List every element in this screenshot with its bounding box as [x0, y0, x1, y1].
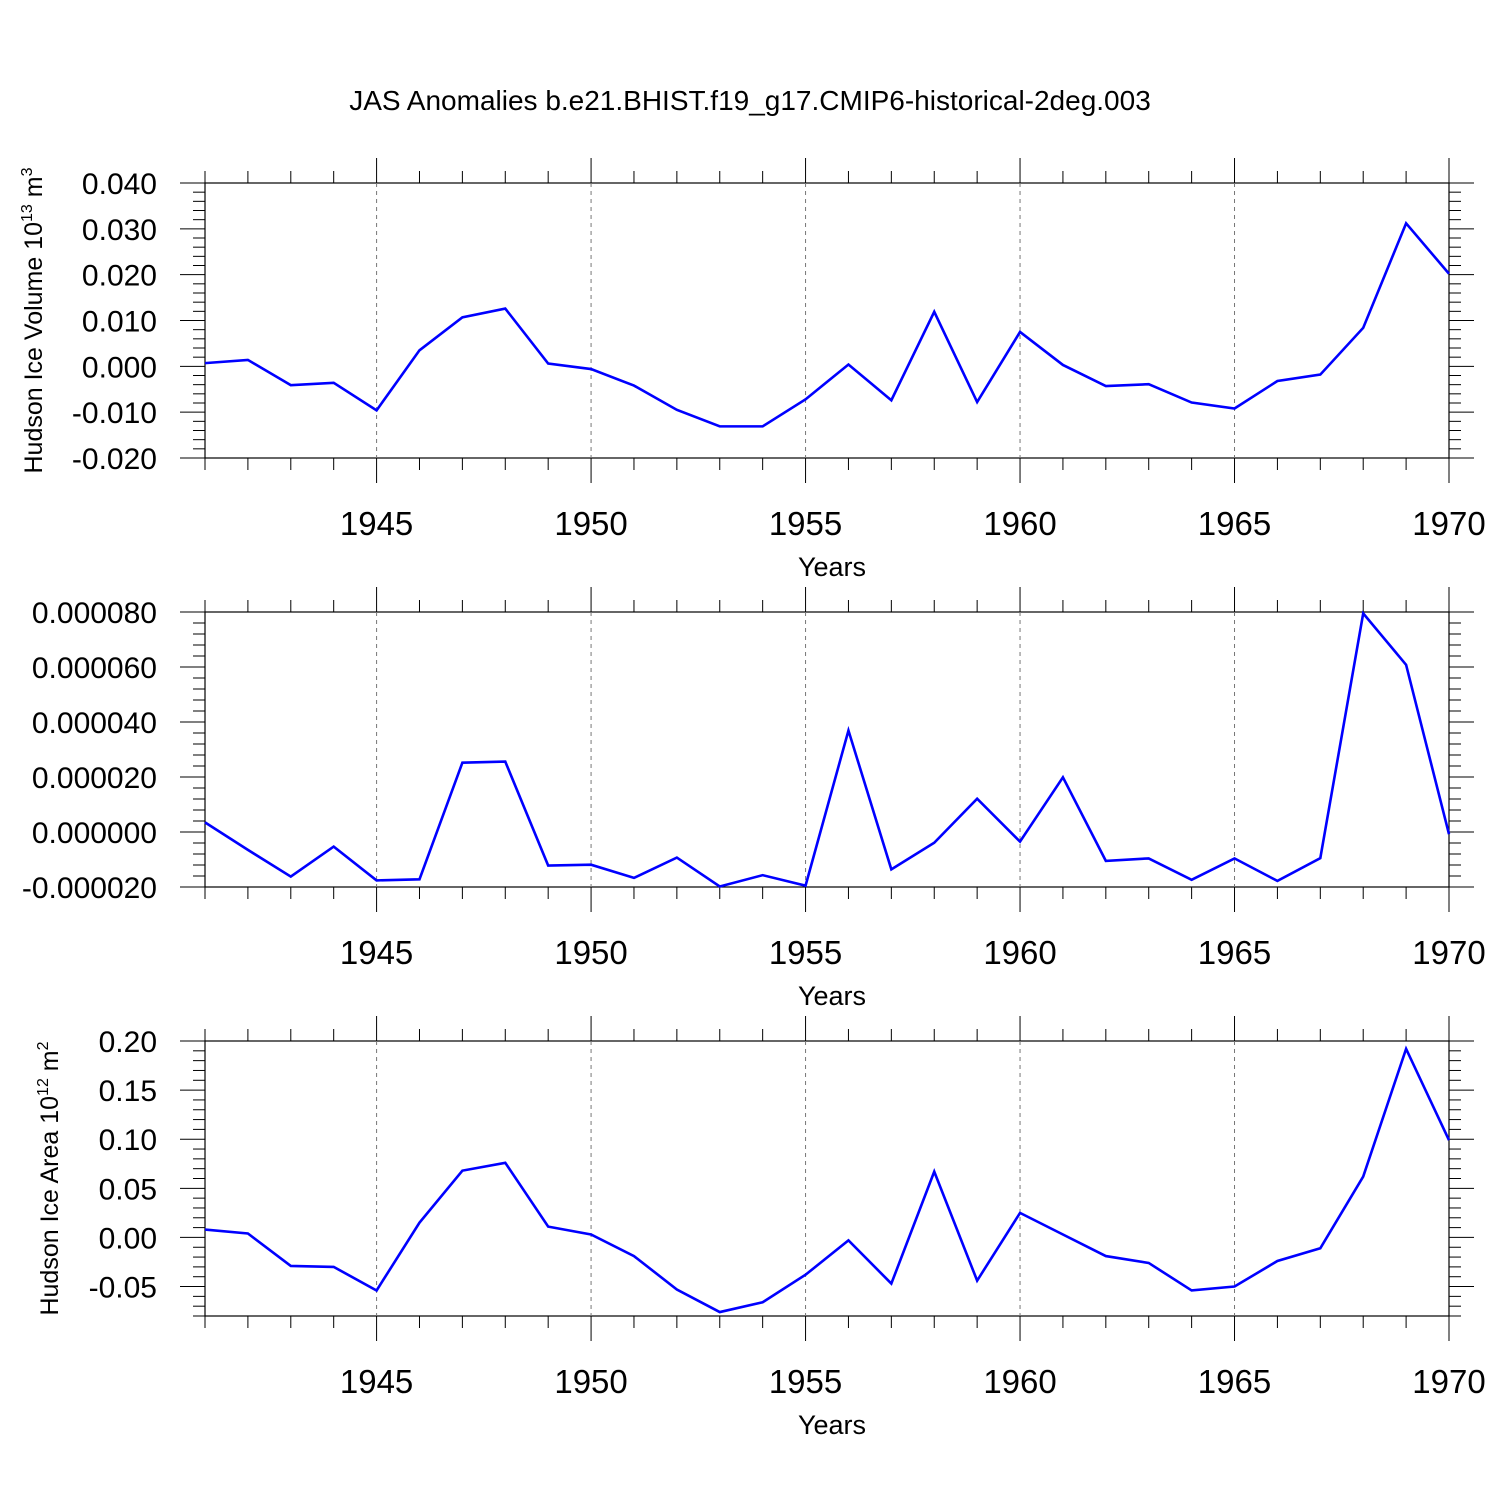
x-tick-label: 1970: [1412, 934, 1485, 971]
figure-title: JAS Anomalies b.e21.BHIST.f19_g17.CMIP6-…: [349, 85, 1151, 116]
x-tick-label: 1970: [1412, 505, 1485, 542]
y-axis-label-exponent: 12: [35, 1078, 52, 1096]
y-axis-label-text: Hudson Ice Volume 10: [20, 222, 48, 474]
y-tick-label: -0.05: [89, 1272, 157, 1305]
y-tick-label: 0.10: [99, 1124, 157, 1157]
x-tick-label: 1955: [769, 934, 842, 971]
y-axis-label-unit-exponent: 2: [35, 1041, 52, 1050]
panel-3: 1945 1950 1955 1960 1965 1970 Years 0.20 0.15 0.1…: [35, 1016, 1486, 1440]
x-tick-label: 1945: [340, 1363, 413, 1400]
x-tick-label: 1965: [1198, 1363, 1271, 1400]
y-axis-label-exponent: 13: [19, 204, 36, 222]
x-tick-label: 1955: [769, 1363, 842, 1400]
y-axis-label: Hudson Ice Area 1012 m2: [35, 1041, 64, 1315]
x-tick-label: 1965: [1198, 934, 1271, 971]
plot-frame: [204, 1040, 1450, 1317]
x-axis-label: Years: [798, 981, 866, 1011]
panel-2: 1945 1950 1955 1960 1965 1970 Years 0.000080 0.0…: [22, 587, 1486, 1011]
y-tick-label: 0.040: [82, 168, 157, 201]
x-tick-label: 1945: [340, 505, 413, 542]
x-tick-label: 1960: [983, 505, 1056, 542]
y-tick-label: 0.20: [99, 1026, 157, 1059]
y-tick-label: 0.000: [82, 351, 157, 384]
x-axis-label: Years: [798, 552, 866, 582]
y-tick-label: 0.00: [99, 1222, 157, 1255]
y-axis-label: Hudson Ice Volume 1013 m3: [19, 167, 48, 473]
y-tick-label: 0.030: [82, 214, 157, 247]
x-tick-label: 1945: [340, 934, 413, 971]
x-tick-label: 1950: [554, 934, 627, 971]
y-tick-label: 0.000020: [32, 762, 157, 795]
series-line: [204, 610, 1451, 888]
y-tick-label: 0.000040: [32, 707, 157, 740]
y-tick-label: 0.000000: [32, 817, 157, 850]
series-line: [204, 1045, 1451, 1314]
y-tick-label: -0.010: [72, 397, 157, 430]
y-tick-label: 0.15: [99, 1075, 157, 1108]
y-axis-label-unit: m: [20, 176, 48, 204]
x-tick-label: 1955: [769, 505, 842, 542]
panel-1: 1945 1950 1955 1960 1965 1970 Years 0.040 0.030 0…: [19, 158, 1486, 582]
y-axis-label-unit-exponent: 3: [19, 167, 36, 176]
x-tick-label: 1950: [554, 1363, 627, 1400]
y-tick-label: -0.000020: [22, 872, 157, 905]
x-axis-label: Years: [798, 1410, 866, 1440]
plot-frame: [204, 611, 1450, 888]
y-tick-label: 0.000080: [32, 597, 157, 630]
x-tick-label: 1965: [1198, 505, 1271, 542]
x-tick-label: 1970: [1412, 1363, 1485, 1400]
y-tick-label: -0.020: [72, 443, 157, 476]
x-tick-label: 1960: [983, 1363, 1056, 1400]
y-tick-label: 0.05: [99, 1173, 157, 1206]
y-tick-label: 0.010: [82, 306, 157, 339]
x-tick-label: 1960: [983, 934, 1056, 971]
y-axis-label-unit: m: [36, 1050, 64, 1078]
series-line: [204, 220, 1450, 428]
y-tick-label: 0.000060: [32, 652, 157, 685]
y-axis-label-text: Hudson Ice Area 10: [36, 1096, 64, 1316]
x-tick-label: 1950: [554, 505, 627, 542]
plot-frame: [204, 182, 1450, 459]
y-tick-label: 0.020: [82, 260, 157, 293]
